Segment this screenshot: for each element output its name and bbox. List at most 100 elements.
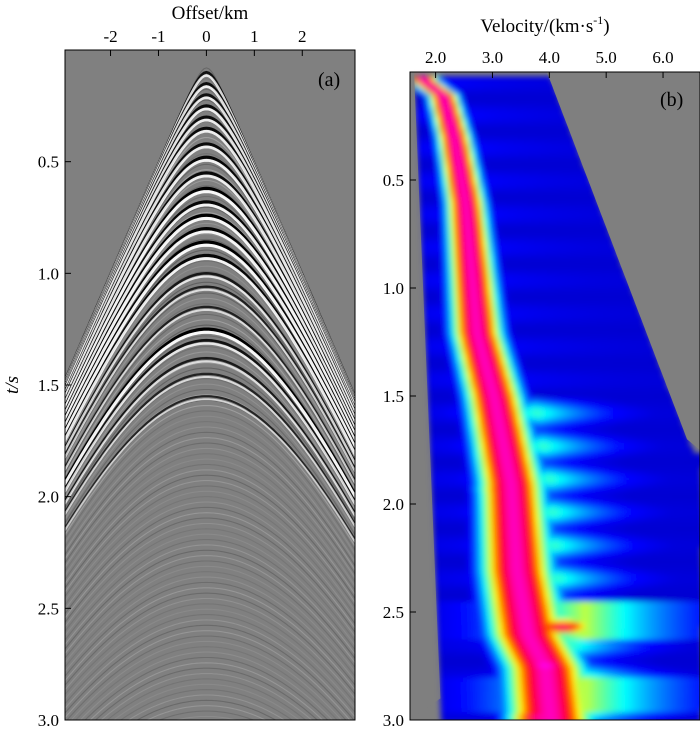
panel-b-label: (b) [660, 89, 683, 111]
gather-weak-event [119, 689, 293, 720]
gather-weak-event [65, 367, 355, 522]
gather-strong-event-peak [65, 360, 355, 518]
gather-weak-event [65, 303, 355, 481]
gather-weak-event [65, 549, 355, 660]
panel-a-x-tick-label: 1 [250, 27, 259, 46]
gather-weak-event [65, 404, 355, 548]
gather-weak-event [65, 555, 355, 664]
panel-a-y-tick-label: 3.0 [38, 711, 59, 730]
panel-a-y-tick-label: 1.5 [38, 376, 59, 395]
gather-weak-event [65, 281, 355, 469]
gather-weak-event [65, 442, 355, 575]
gather-weak-event [65, 410, 355, 552]
gather-strong-event-peak [65, 129, 355, 410]
panel-b-y-ticks: 0.5 1.0 1.5 2.0 2.5 3.0 [383, 171, 416, 730]
panel-b-unmuted-mask [546, 72, 700, 457]
gather-weak-event [65, 592, 355, 695]
gather-weak-event [65, 517, 355, 634]
panel-a-y-tick-label: 2.5 [38, 599, 59, 618]
gather-weak-event [65, 576, 355, 682]
gather-weak-event [65, 463, 355, 591]
panel-a-x-tick-label: 2 [298, 27, 307, 46]
panel-a-x-tick-label: -1 [151, 27, 165, 46]
gather-weak-event [65, 431, 355, 567]
gather-weak-event [65, 265, 355, 460]
gather-weak-event [65, 587, 355, 691]
gather-weak-event [65, 469, 355, 596]
gather-weak-event [65, 501, 355, 621]
gather-strong-event-peak [65, 342, 355, 507]
gather-strong-event-peak [65, 243, 355, 451]
panel-b-x-tick-label: 2.0 [425, 48, 446, 67]
gather-strong-event-peak [65, 203, 355, 433]
gather-weak-event [100, 672, 313, 720]
gather-weak-event [127, 694, 286, 720]
gather-weak-event [84, 656, 329, 720]
gather-strong-event-peak [65, 158, 355, 417]
gather-strong-event-peak [65, 309, 355, 485]
gather-weak-event [65, 571, 355, 677]
panel-b-x-tick-label: 5.0 [596, 48, 617, 67]
gather-strong-event-peak [65, 145, 355, 413]
gather-weak-event [106, 678, 307, 720]
gather-weak-event [65, 506, 355, 625]
gather-strong-event-trough [65, 395, 355, 542]
panel-a-y-tick-label: 2.0 [38, 488, 59, 507]
gather-strong-event-peak [65, 330, 355, 500]
gather-weak-event [65, 447, 355, 579]
gather-weak-event [65, 544, 355, 655]
gather-weak-event [65, 512, 355, 629]
panel-a: (a) Offset/km -2 -1 0 1 2 0.5 1.0 1.5 2.0 2.5 3.0… [2, 3, 356, 730]
gather-strong-event-peak [65, 275, 355, 467]
gather-weak-event [65, 581, 355, 686]
panel-a-ylabel: t/s [2, 376, 23, 394]
gather-weak-event [65, 603, 355, 704]
gather-weak-event [65, 538, 355, 651]
panel-b-y-tick-label: 1.0 [383, 279, 404, 298]
gather-weak-event [65, 624, 355, 720]
panel-b-xlabel: Velocity/(km·s-1) [480, 13, 609, 37]
gather-strong-event-peak [65, 257, 355, 458]
gather-strong-event-trough [65, 372, 355, 527]
gather-strong-event-trough [65, 338, 355, 505]
panel-b-xlabel-close: ) [603, 16, 609, 37]
gather-weak-event [70, 640, 343, 720]
gather-weak-event [65, 619, 355, 718]
gather-weak-event [89, 662, 324, 720]
gather-weak-event [65, 458, 355, 587]
panel-a-xlabel: Offset/km [172, 3, 249, 24]
gather-weak-event [65, 630, 351, 720]
panel-a-x-tick-label: -2 [103, 27, 117, 46]
gather-weak-event [74, 646, 338, 720]
panel-a-events [65, 50, 355, 720]
panel-b-y-tick-label: 1.5 [383, 387, 404, 406]
panel-b-x-ticks: 2.0 3.0 4.0 5.0 6.0 [425, 48, 674, 78]
gather-weak-event [65, 426, 355, 563]
gather-strong-event-peak [65, 398, 355, 544]
gather-strong-event-peak [65, 376, 355, 529]
gather-weak-event [65, 421, 355, 559]
gather-weak-event [146, 705, 267, 720]
panel-a-y-ticks: 0.5 1.0 1.5 2.0 2.5 3.0 [38, 153, 71, 730]
gather-weak-event [65, 490, 355, 612]
panel-b-y-tick-label: 2.0 [383, 495, 404, 514]
panel-b-y-tick-label: 2.5 [383, 603, 404, 622]
panel-a-x-ticks: -2 -1 0 1 2 [103, 27, 307, 56]
gather-weak-event [65, 496, 355, 617]
gather-weak-event [65, 474, 355, 600]
gather-weak-event [65, 319, 355, 491]
gather-strong-event-trough [65, 305, 355, 484]
gather-weak-event [65, 608, 355, 709]
gather-weak-event [65, 533, 355, 647]
gather-weak-event [65, 453, 355, 583]
gather-weak-event [65, 522, 355, 638]
gather-weak-event [65, 614, 355, 714]
gather-strong-event-peak [65, 174, 355, 422]
panel-b-xlabel-main: Velocity/(km·s [480, 16, 593, 37]
gather-weak-event [65, 528, 355, 642]
gather-weak-event [65, 297, 355, 478]
gather-weak-event [112, 683, 301, 720]
gather-weak-event [136, 699, 277, 720]
gather-weak-event [65, 346, 355, 507]
